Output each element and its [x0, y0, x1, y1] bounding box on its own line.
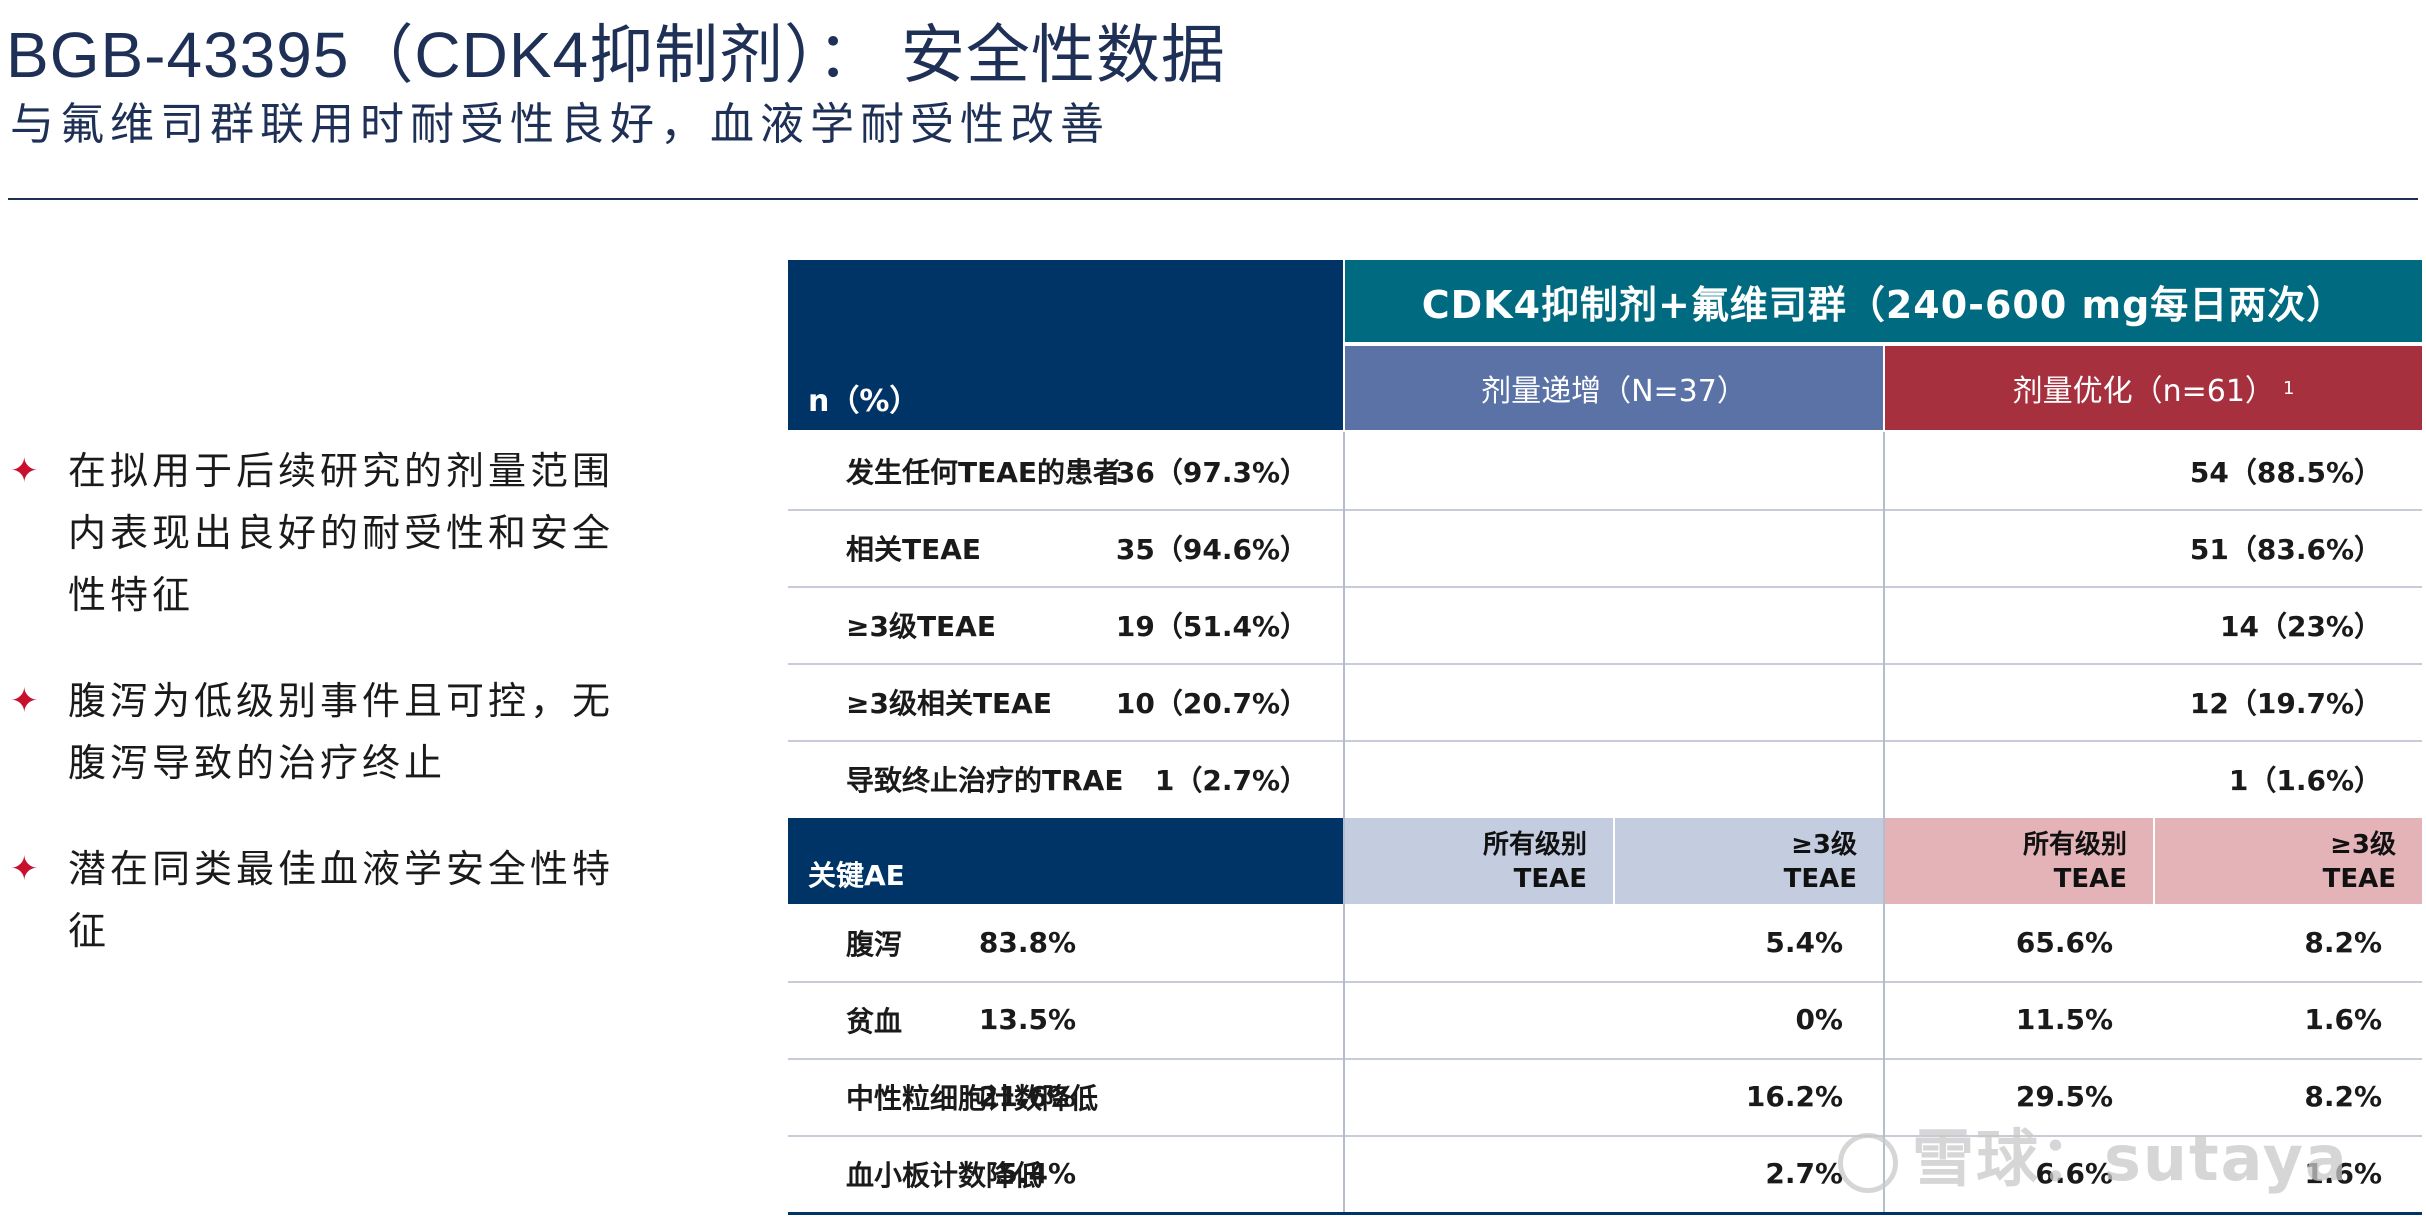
- optimization-value: 54（88.5%）: [2189, 455, 2382, 489]
- table-row: 腹泻 83.8% 5.4% 65.6% 8.2%: [788, 904, 2422, 983]
- escalation-value: 35（94.6%）: [1115, 532, 1308, 566]
- bullet-item: ✦ 腹泻为低级别事件且可控，无腹泻导致的治疗终止: [10, 670, 630, 794]
- esc-g3-value: 0%: [1795, 1003, 1843, 1036]
- row-label: 中性粒细胞计数降低: [846, 1081, 1099, 1115]
- table-row: 发生任何TEAE的患者 36（97.3%） 54（88.5%）: [788, 432, 2422, 511]
- row-label: 相关TEAE: [846, 532, 982, 566]
- star-icon: ✦: [10, 681, 43, 721]
- header-line: TEAE: [1513, 864, 1587, 894]
- opt-grade3-header: ≥3级 TEAE: [2155, 818, 2422, 904]
- escalation-value: 36（97.3%）: [1115, 455, 1308, 489]
- star-icon: ✦: [10, 451, 43, 491]
- esc-all-value: 5.4%: [998, 1157, 1076, 1190]
- escalation-value: 1（2.7%）: [1154, 763, 1308, 797]
- escalation-header: 剂量递增（N=37）: [1345, 346, 1883, 430]
- row-label: 贫血: [846, 1004, 903, 1038]
- esc-g3-value: 16.2%: [1745, 1080, 1843, 1113]
- table-row: 导致终止治疗的TRAE 1（2.7%） 1（1.6%）: [788, 740, 2422, 817]
- header-line: 所有级别: [1482, 830, 1587, 860]
- opt-g3-value: 8.2%: [2304, 1080, 2382, 1113]
- optimization-header: 剂量优化（n=61） 1: [1885, 346, 2422, 430]
- star-icon: ✦: [10, 849, 43, 889]
- column-divider: [1883, 432, 1885, 1212]
- column-divider: [2153, 818, 2155, 904]
- watermark: 雪球：sutaya: [1838, 1108, 2349, 1198]
- opt-all-value: 11.5%: [2015, 1003, 2113, 1036]
- header-line: ≥3级: [1791, 830, 1857, 860]
- bullet-item: ✦ 在拟用于后续研究的剂量范围内表现出良好的耐受性和安全性特征: [10, 440, 630, 626]
- key-ae-label-text: 关键AE: [808, 859, 905, 892]
- page-title: BGB-43395（CDK4抑制剂）： 安全性数据: [6, 19, 1226, 91]
- optimization-value: 51（83.6%）: [2189, 532, 2382, 566]
- header-line: TEAE: [1783, 864, 1857, 894]
- header-line: 所有级别: [2022, 830, 2127, 860]
- esc-grade3-header: ≥3级 TEAE: [1615, 818, 1883, 904]
- row-label: ≥3级TEAE: [846, 609, 996, 643]
- column-divider: [1343, 432, 1345, 1212]
- table-row: 贫血 13.5% 0% 11.5% 1.6%: [788, 981, 2422, 1060]
- escalation-header-text: 剂量递增（N=37）: [1481, 374, 1747, 409]
- opt-g3-value: 8.2%: [2304, 926, 2382, 959]
- opt-all-value: 6.6%: [2035, 1157, 2113, 1190]
- key-ae-label: 关键AE: [788, 818, 1343, 904]
- footnote-marker: 1: [2282, 377, 2295, 399]
- table-row: ≥3级TEAE 19（51.4%） 14（23%）: [788, 586, 2422, 665]
- key-ae-header: 关键AE 所有级别 TEAE ≥3级 TEAE 所有级别 TEAE ≥3级 TEAE: [788, 818, 2422, 904]
- escalation-value: 19（51.4%）: [1115, 609, 1308, 643]
- bullet-text: 腹泻为低级别事件且可控，无腹泻导致的治疗终止: [68, 679, 615, 785]
- table-row: 中性粒细胞计数降低 21.6% 16.2% 29.5% 8.2%: [788, 1058, 2422, 1137]
- corner-header: n（%）: [788, 260, 1343, 430]
- bullet-list: ✦ 在拟用于后续研究的剂量范围内表现出良好的耐受性和安全性特征 ✦ 腹泻为低级别事件…: [10, 440, 630, 1006]
- opt-g3-value: 1.6%: [2304, 1157, 2382, 1190]
- opt-g3-value: 1.6%: [2304, 1003, 2382, 1036]
- optimization-value: 12（19.7%）: [2189, 686, 2382, 720]
- opt-all-value: 29.5%: [2015, 1080, 2113, 1113]
- bullet-text: 在拟用于后续研究的剂量范围内表现出良好的耐受性和安全性特征: [68, 449, 615, 617]
- esc-g3-value: 2.7%: [1765, 1157, 1843, 1190]
- page-subtitle: 与氟维司群联用时耐受性良好，血液学耐受性改善: [10, 99, 1110, 150]
- escalation-value: 10（20.7%）: [1115, 686, 1308, 720]
- combo-header-text: CDK4抑制剂+氟维司群（240-600 mg每日两次）: [1421, 282, 2346, 327]
- snowball-logo-icon: [1838, 1132, 1898, 1193]
- esc-all-value: 13.5%: [978, 1003, 1076, 1036]
- row-label: 腹泻: [846, 927, 903, 961]
- table-bottom-rule: [788, 1212, 2422, 1215]
- bullet-text: 潜在同类最佳血液学安全性特征: [68, 847, 615, 953]
- optimization-value: 1（1.6%）: [2228, 763, 2382, 797]
- row-label: 血小板计数降低: [846, 1158, 1043, 1192]
- header-line: TEAE: [2322, 864, 2396, 894]
- table-row: ≥3级相关TEAE 10（20.7%） 12（19.7%）: [788, 663, 2422, 742]
- row-label: 发生任何TEAE的患者: [846, 455, 1122, 489]
- combo-header: CDK4抑制剂+氟维司群（240-600 mg每日两次）: [1345, 260, 2422, 342]
- optimization-value: 14（23%）: [2220, 609, 2382, 643]
- opt-all-value: 65.6%: [2015, 926, 2113, 959]
- header-line: TEAE: [2053, 864, 2127, 894]
- title-divider: [8, 198, 2418, 200]
- optimization-header-text: 剂量优化（n=61）: [2012, 374, 2275, 409]
- row-label: 导致终止治疗的TRAE: [846, 763, 1124, 797]
- opt-all-grade-header: 所有级别 TEAE: [1885, 818, 2153, 904]
- table-row: 相关TEAE 35（94.6%） 51（83.6%）: [788, 509, 2422, 588]
- bullet-item: ✦ 潜在同类最佳血液学安全性特征: [10, 838, 630, 962]
- esc-all-value: 83.8%: [978, 926, 1076, 959]
- esc-all-value: 21.6%: [978, 1080, 1076, 1113]
- esc-g3-value: 5.4%: [1765, 926, 1843, 959]
- esc-all-grade-header: 所有级别 TEAE: [1345, 818, 1613, 904]
- corner-label: n（%）: [808, 384, 920, 419]
- watermark-text: 雪球：sutaya: [1912, 1122, 2349, 1195]
- row-label: ≥3级相关TEAE: [846, 686, 1052, 720]
- column-divider: [1613, 818, 1615, 904]
- table-row: 血小板计数降低 5.4% 2.7% 6.6% 1.6%: [788, 1135, 2422, 1212]
- header-line: ≥3级: [2330, 830, 2396, 860]
